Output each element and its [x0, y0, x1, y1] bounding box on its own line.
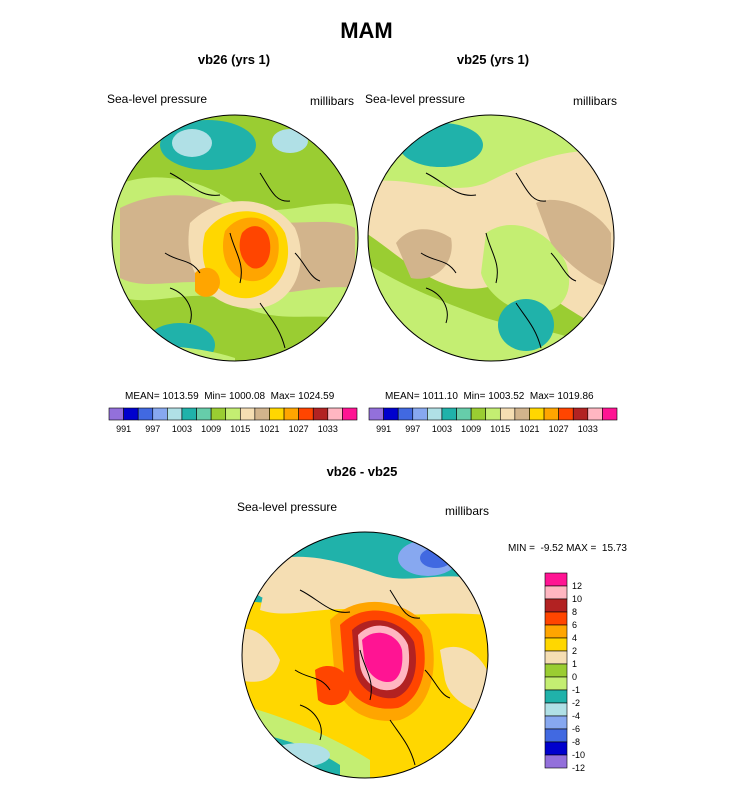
colorbar-tick-label: 8	[572, 607, 577, 617]
panel2-units-label: millibars	[573, 94, 618, 108]
colorbar-swatch	[544, 585, 568, 600]
colorbar-swatch	[456, 407, 472, 421]
colorbar-tick-label: 1033	[578, 424, 598, 434]
colorbar-tick-label: 2	[572, 646, 577, 656]
colorbar-tick-label: -4	[572, 711, 580, 721]
colorbar-swatch	[239, 407, 256, 421]
colorbar-tick-label: 12	[572, 581, 582, 591]
panel1-stats: MEAN= 1013.59 Min= 1000.08 Max= 1024.59	[125, 391, 335, 402]
colorbar-tick-label: 1003	[172, 424, 192, 434]
colorbar-swatch	[196, 407, 212, 421]
panel1-map	[111, 114, 359, 362]
colorbar-swatch	[544, 572, 568, 587]
colorbar-tick-label: 997	[145, 424, 160, 434]
colorbar-swatch	[602, 407, 618, 421]
colorbar-swatch	[558, 407, 574, 421]
colorbar-swatch	[544, 754, 568, 769]
colorbar-tick-label: 1003	[432, 424, 452, 434]
colorbar-swatch	[544, 598, 568, 613]
page-title: MAM	[340, 18, 393, 43]
colorbar-swatch	[368, 407, 384, 421]
colorbar-tick-label: 1033	[318, 424, 338, 434]
panel1-colorbar: 991 997 1003 1009 1015 1021 1027 1033	[108, 407, 358, 434]
colorbar-tick-label: 1	[572, 659, 577, 669]
colorbar-tick-label: 1021	[519, 424, 539, 434]
colorbar-swatch	[225, 407, 241, 421]
colorbar-tick-label: 1015	[230, 424, 250, 434]
colorbar-swatch	[181, 407, 197, 421]
colorbar-tick-label: 1021	[259, 424, 279, 434]
colorbar-swatch	[529, 407, 545, 421]
colorbar-swatch	[269, 407, 285, 421]
colorbar-swatch	[572, 407, 589, 421]
colorbar-tick-label: -12	[572, 763, 585, 773]
colorbar-swatch	[152, 407, 168, 421]
colorbar-tick-label: 997	[405, 424, 420, 434]
panel2-stats: MEAN= 1011.10 Min= 1003.52 Max= 1019.86	[385, 391, 594, 402]
panel2-map	[367, 114, 615, 362]
colorbar-swatch	[137, 407, 154, 421]
colorbar-swatch	[167, 407, 183, 421]
panel3-units-label: millibars	[445, 504, 490, 518]
panel3-variable-label: Sea-level pressure	[237, 500, 338, 514]
colorbar-tick-label: -10	[572, 750, 585, 760]
panel3-map	[241, 531, 489, 779]
colorbar-tick-label: 1015	[490, 424, 510, 434]
panel2-variable-label: Sea-level pressure	[365, 92, 466, 106]
colorbar-swatch	[544, 741, 568, 756]
colorbar-swatch	[412, 407, 428, 421]
colorbar-swatch	[254, 407, 270, 421]
colorbar-tick-label: 1009	[461, 424, 481, 434]
colorbar-swatch	[210, 407, 227, 421]
colorbar-swatch	[327, 407, 343, 421]
colorbar-swatch	[544, 728, 568, 743]
colorbar-tick-label: -8	[572, 737, 580, 747]
colorbar-swatch	[342, 407, 358, 421]
panel2-colorbar: 991 997 1003 1009 1015 1021 1027 1033	[368, 407, 618, 434]
colorbar-swatch	[485, 407, 501, 421]
colorbar-tick-label: 1027	[289, 424, 309, 434]
colorbar-swatch	[587, 407, 603, 421]
colorbar-swatch	[544, 663, 568, 678]
colorbar-tick-label: 4	[572, 633, 577, 643]
colorbar-swatch	[544, 611, 568, 626]
colorbar-swatch	[544, 637, 568, 652]
colorbar-swatch	[427, 407, 443, 421]
colorbar-tick-label: -2	[572, 698, 580, 708]
colorbar-swatch	[544, 715, 568, 730]
colorbar-tick-label: 991	[116, 424, 131, 434]
colorbar-swatch	[499, 407, 516, 421]
panel2-title: vb25 (yrs 1)	[456, 52, 530, 67]
colorbar-swatch	[312, 407, 329, 421]
colorbar-swatch	[544, 676, 568, 691]
colorbar-swatch	[123, 407, 139, 421]
colorbar-tick-label: -1	[572, 685, 580, 695]
panel1-units-label: millibars	[310, 94, 355, 108]
colorbar-swatch	[470, 407, 487, 421]
colorbar-tick-label: 6	[572, 620, 577, 630]
colorbar-swatch	[544, 689, 568, 704]
panel3-title: vb26 - vb25	[326, 464, 398, 479]
colorbar-swatch	[544, 624, 568, 639]
colorbar-tick-label: 10	[572, 594, 582, 604]
colorbar-tick-label: 1009	[201, 424, 221, 434]
colorbar-tick-label: 991	[376, 424, 391, 434]
colorbar-swatch	[544, 650, 568, 665]
colorbar-swatch	[543, 407, 559, 421]
colorbar-swatch	[283, 407, 299, 421]
colorbar-swatch	[514, 407, 530, 421]
colorbar-swatch	[108, 407, 124, 421]
colorbar-swatch	[298, 407, 314, 421]
colorbar-swatch	[544, 702, 568, 717]
colorbar-tick-label: -6	[572, 724, 580, 734]
colorbar-tick-label: 0	[572, 672, 577, 682]
colorbar-swatch	[441, 407, 457, 421]
panel1-title: vb26 (yrs 1)	[197, 52, 271, 67]
panel1-variable-label: Sea-level pressure	[107, 92, 208, 106]
panel3-stats: MIN = -9.52 MAX = 15.73	[508, 543, 627, 554]
colorbar-swatch	[397, 407, 414, 421]
colorbar-tick-label: 1027	[549, 424, 569, 434]
colorbar-swatch	[383, 407, 399, 421]
